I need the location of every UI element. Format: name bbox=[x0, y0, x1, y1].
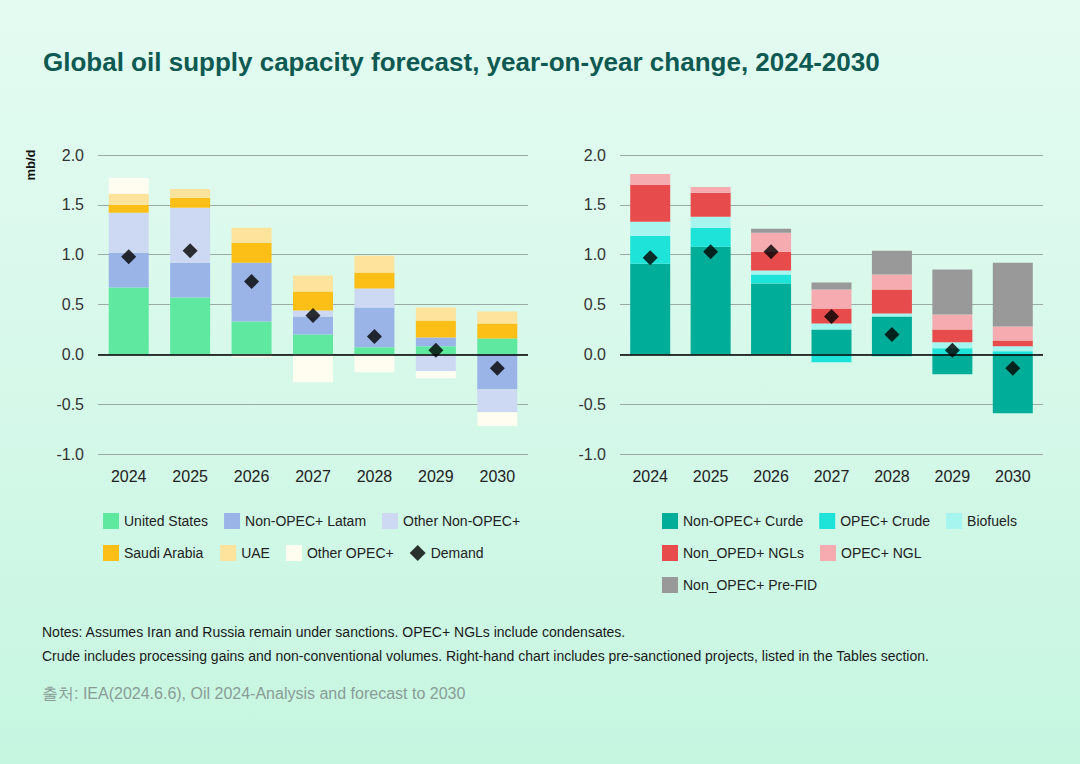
svg-text:2025: 2025 bbox=[172, 468, 208, 485]
svg-text:Crude includes processing gain: Crude includes processing gains and non-… bbox=[42, 648, 929, 664]
svg-text:Biofuels: Biofuels bbox=[967, 513, 1017, 529]
svg-text:OPEC+ Crude: OPEC+ Crude bbox=[840, 513, 930, 529]
svg-text:Other OPEC+: Other OPEC+ bbox=[307, 545, 394, 561]
svg-text:2026: 2026 bbox=[753, 468, 789, 485]
svg-text:-1.0: -1.0 bbox=[578, 446, 606, 463]
svg-text:1.0: 1.0 bbox=[62, 246, 84, 263]
svg-text:1.5: 1.5 bbox=[62, 196, 84, 213]
svg-text:2.0: 2.0 bbox=[62, 147, 84, 164]
svg-text:출처: IEA(2024.6.6), Oil 2024-An: 출처: IEA(2024.6.6), Oil 2024-Analysis and… bbox=[42, 685, 465, 702]
svg-text:OPEC+ NGL: OPEC+ NGL bbox=[841, 545, 922, 561]
svg-text:2029: 2029 bbox=[418, 468, 454, 485]
svg-text:2027: 2027 bbox=[814, 468, 850, 485]
svg-text:0.0: 0.0 bbox=[584, 346, 606, 363]
svg-text:2029: 2029 bbox=[935, 468, 971, 485]
svg-text:1.0: 1.0 bbox=[584, 246, 606, 263]
svg-text:0.5: 0.5 bbox=[62, 296, 84, 313]
svg-text:2025: 2025 bbox=[693, 468, 729, 485]
svg-text:2030: 2030 bbox=[479, 468, 515, 485]
svg-text:Global oil supply capacity for: Global oil supply capacity forecast, yea… bbox=[43, 47, 880, 77]
svg-text:2027: 2027 bbox=[295, 468, 331, 485]
svg-text:Non-OPEC+ Latam: Non-OPEC+ Latam bbox=[245, 513, 366, 529]
svg-text:0.0: 0.0 bbox=[62, 346, 84, 363]
svg-text:2030: 2030 bbox=[995, 468, 1031, 485]
svg-text:2028: 2028 bbox=[357, 468, 393, 485]
svg-text:Non_OPEC+ Pre-FID: Non_OPEC+ Pre-FID bbox=[683, 577, 817, 593]
svg-text:UAE: UAE bbox=[241, 545, 270, 561]
svg-text:Non-OPEC+ Curde: Non-OPEC+ Curde bbox=[683, 513, 803, 529]
svg-text:2028: 2028 bbox=[874, 468, 910, 485]
svg-text:Saudi Arabia: Saudi Arabia bbox=[124, 545, 204, 561]
svg-text:mb/d: mb/d bbox=[23, 149, 38, 180]
svg-text:Notes: Assumes Iran and Russia: Notes: Assumes Iran and Russia remain un… bbox=[42, 624, 625, 640]
svg-text:1.5: 1.5 bbox=[584, 196, 606, 213]
svg-text:0.5: 0.5 bbox=[584, 296, 606, 313]
svg-text:2.0: 2.0 bbox=[584, 147, 606, 164]
svg-text:-0.5: -0.5 bbox=[578, 396, 606, 413]
svg-text:Other Non-OPEC+: Other Non-OPEC+ bbox=[403, 513, 520, 529]
svg-text:United States: United States bbox=[124, 513, 208, 529]
svg-text:2024: 2024 bbox=[111, 468, 147, 485]
svg-text:2024: 2024 bbox=[632, 468, 668, 485]
svg-text:Demand: Demand bbox=[431, 545, 484, 561]
svg-text:-0.5: -0.5 bbox=[56, 396, 84, 413]
svg-text:-1.0: -1.0 bbox=[56, 446, 84, 463]
svg-text:Non_OPED+ NGLs: Non_OPED+ NGLs bbox=[683, 545, 804, 561]
svg-text:2026: 2026 bbox=[234, 468, 270, 485]
